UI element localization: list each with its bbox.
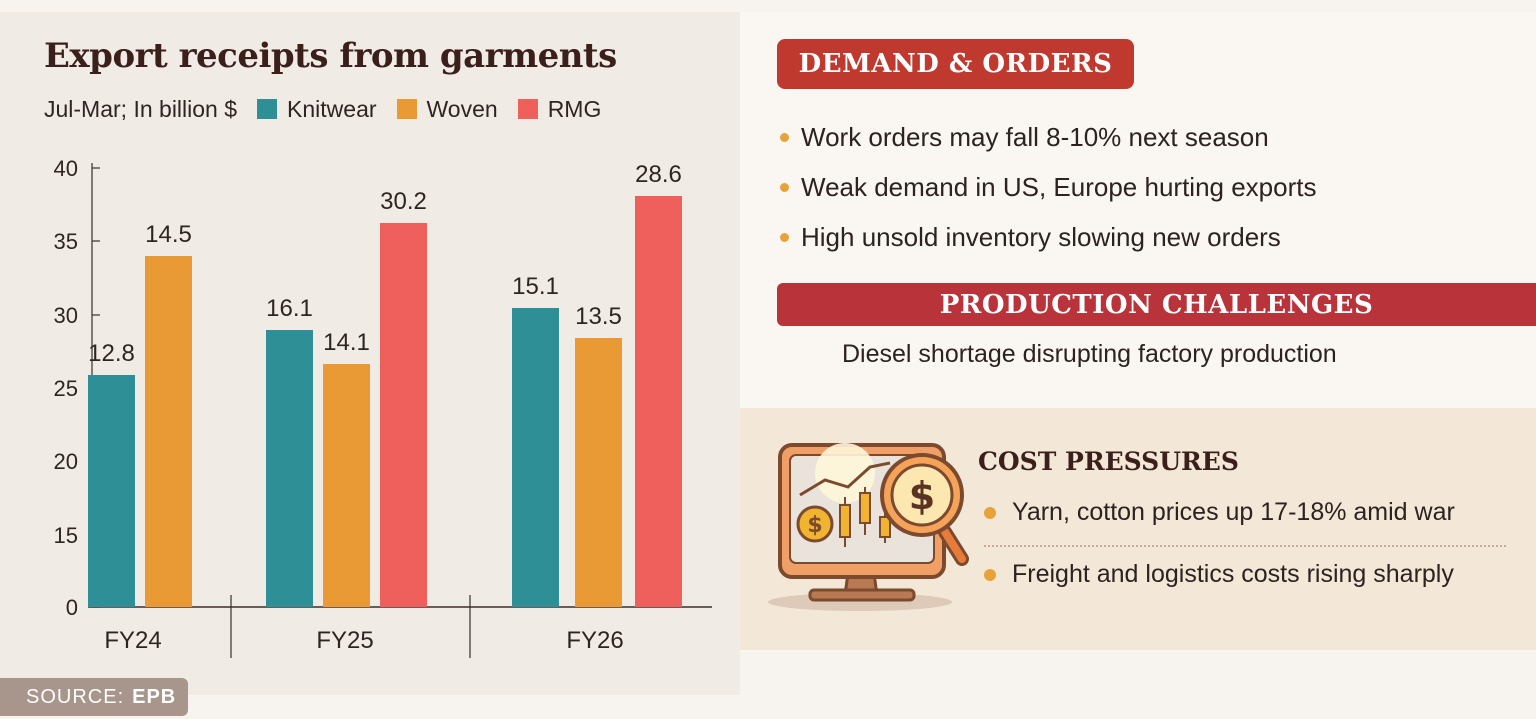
bar-woven (145, 256, 192, 607)
cost-item: Freight and logistics costs rising sharp… (984, 560, 1454, 589)
bullet-dot (780, 132, 789, 142)
production-text: Diesel shortage disrupting factory produ… (842, 340, 1337, 368)
demand-item-text: Weak demand in US, Europe hurting export… (801, 171, 1317, 202)
bar-woven (323, 364, 370, 607)
subtitle-row: Jul-Mar; In billion $ Knitwear Woven RMG (44, 94, 601, 124)
demand-item: Work orders may fall 8-10% next season (780, 112, 1316, 162)
production-heading: PRODUCTION CHALLENGES (777, 283, 1536, 326)
y-tick-label: 35 (54, 229, 78, 254)
bar-rmg (380, 223, 427, 607)
bar-value-label: 16.1 (266, 295, 313, 322)
bar-knitwear (266, 330, 313, 607)
y-tick-label: 0 (66, 595, 78, 620)
bar-knitwear (512, 308, 559, 607)
svg-text:$: $ (807, 513, 822, 538)
legend-rmg: RMG (517, 95, 602, 123)
cost-divider (984, 545, 1506, 547)
bar-value-label: 15.1 (512, 273, 559, 300)
bullet-dot (984, 506, 996, 519)
bar-chart: 40 35 30 25 20 15 0 FY24 FY25 FY26 12.8 16.1 15.1 14.… (54, 156, 712, 658)
bar-value-label: 13.5 (575, 303, 622, 330)
bar-knitwear (88, 375, 135, 607)
y-tick-label: 20 (54, 449, 78, 474)
bar-value-label: 30.2 (380, 188, 427, 215)
bar-woven (575, 338, 622, 607)
demand-item: Weak demand in US, Europe hurting export… (780, 162, 1316, 212)
legend-swatch-woven (396, 99, 417, 119)
chart-subtitle: Jul-Mar; In billion $ (44, 95, 238, 122)
bar-value-label: 28.6 (635, 161, 682, 188)
demand-item-text: Work orders may fall 8-10% next season (801, 121, 1269, 152)
chart-title: Export receipts from garments (44, 36, 617, 76)
legend-knitwear: Knitwear (257, 95, 377, 123)
legend-swatch-knitwear (257, 99, 278, 119)
legend-swatch-rmg (517, 99, 538, 119)
bar-value-label: 12.8 (88, 340, 135, 367)
cost-item: Yarn, cotton prices up 17-18% amid war (984, 498, 1455, 527)
legend-label-rmg: RMG (547, 95, 602, 122)
bar-value-label: 14.1 (323, 329, 370, 356)
source-value: EPB (132, 685, 177, 708)
bullet-dot (780, 232, 789, 242)
x-category-label: FY25 (316, 627, 373, 654)
legend-label-woven: Woven (426, 95, 498, 122)
cost-heading: COST PRESSURES (978, 447, 1239, 476)
demand-list: Work orders may fall 8-10% next season W… (780, 112, 1316, 262)
svg-text:$: $ (909, 474, 935, 518)
demand-heading: DEMAND & ORDERS (777, 39, 1134, 89)
legend-label-knitwear: Knitwear (287, 95, 377, 122)
y-tick-label: 40 (54, 156, 78, 181)
bullet-dot (984, 568, 996, 581)
source-tag: SOURCE: EPB (0, 678, 188, 716)
bullet-dot (780, 182, 789, 192)
demand-item-text: High unsold inventory slowing new orders (801, 221, 1281, 252)
x-category-label: FY26 (566, 627, 623, 654)
monitor-chart-dollar-magnifier-icon: $ $ (768, 443, 969, 611)
source-label: SOURCE: (26, 685, 125, 708)
bar-value-label: 14.5 (145, 221, 192, 248)
y-tick-label: 25 (54, 376, 78, 401)
demand-item: High unsold inventory slowing new orders (780, 212, 1316, 262)
bar-rmg (635, 196, 682, 607)
cost-item-text: Yarn, cotton prices up 17-18% amid war (1012, 498, 1455, 526)
x-category-label: FY24 (104, 627, 161, 654)
legend-woven: Woven (396, 95, 498, 123)
cost-item-text: Freight and logistics costs rising sharp… (1012, 560, 1454, 588)
y-tick-label: 15 (54, 523, 78, 548)
y-tick-label: 30 (54, 303, 78, 328)
